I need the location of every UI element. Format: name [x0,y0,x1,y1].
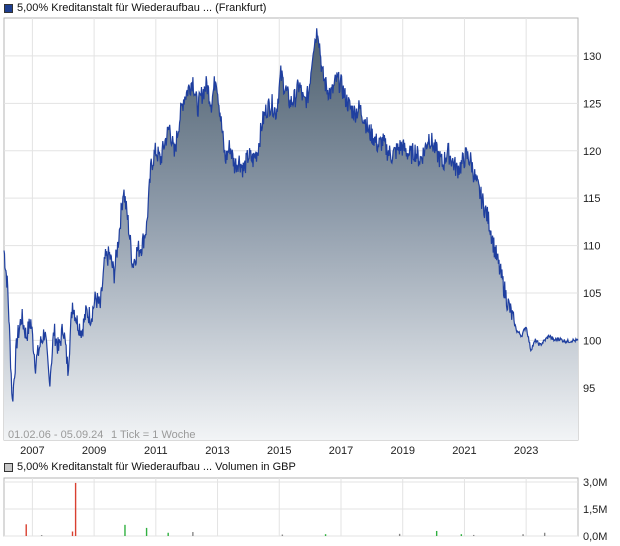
price-x-tick-label: 2011 [144,445,168,457]
price-x-axis: 2007 2009 2011 2013 2015 2017 2019 2021 2023 [20,445,538,457]
volume-legend-label: 5,00% Kreditanstalt für Wiederaufbau ...… [17,461,296,473]
volume-plot-frame [3,477,579,537]
date-range-label: 01.02.06 - 05.09.24 [8,429,103,441]
tick-interval-label: 1 Tick = 1 Woche [111,429,195,441]
price-y-tick-label: 95 [583,383,595,395]
price-y-axis: 95 100 105 110 115 120 125 130 [583,51,601,395]
volume-bar [74,482,77,536]
volume-bar [324,534,327,536]
volume-y-tick-label: 3,0M [583,477,607,489]
price-y-tick-label: 120 [583,146,601,158]
volume-bar [522,534,524,536]
price-y-tick-label: 105 [583,288,601,300]
volume-bar [192,532,194,536]
volume-bar [40,535,43,536]
volume-bars [25,482,546,536]
price-y-tick-label: 100 [583,335,601,347]
volume-bar [25,524,27,536]
price-y-tick-label: 115 [583,193,601,205]
volume-plot: 0,0M 1,5M 3,0M [3,477,607,543]
volume-legend-swatch [4,462,13,472]
volume-y-tick-label: 0,0M [583,531,607,543]
price-x-tick-label: 2019 [390,445,414,457]
volume-chart-legend: 5,00% Kreditanstalt für Wiederaufbau ...… [4,459,296,475]
volume-bar [145,527,148,536]
volume-y-axis: 0,0M 1,5M 3,0M [583,477,607,543]
volume-bar [71,531,74,536]
volume-bar [167,532,169,536]
price-x-tick-label: 2015 [267,445,291,457]
volume-bar [435,530,438,536]
price-y-tick-label: 110 [583,241,601,253]
volume-bar [460,534,463,536]
volume-bar [124,524,126,536]
volume-y-tick-label: 1,5M [583,504,607,516]
price-legend-swatch [4,3,13,13]
price-chart-legend: 5,00% Kreditanstalt für Wiederaufbau ...… [4,0,266,16]
price-plot: 01.02.06 - 05.09.24 1 Tick = 1 Woche 95 1… [3,17,601,457]
price-x-tick-label: 2023 [514,445,538,457]
price-series-line [3,28,579,402]
price-x-tick-label: 2007 [20,445,44,457]
volume-bar [472,534,475,536]
price-area-fill [4,28,578,441]
price-x-tick-label: 2013 [205,445,229,457]
price-x-tick-label: 2021 [452,445,476,457]
volume-bar [398,533,401,536]
price-x-tick-label: 2009 [82,445,106,457]
price-x-tick-label: 2017 [329,445,353,457]
volume-bar [281,534,284,536]
price-y-tick-label: 125 [583,98,601,110]
volume-bar [543,532,546,536]
price-y-tick-label: 130 [583,51,601,63]
price-legend-label: 5,00% Kreditanstalt für Wiederaufbau ...… [17,2,267,14]
volume-grid [4,478,578,537]
